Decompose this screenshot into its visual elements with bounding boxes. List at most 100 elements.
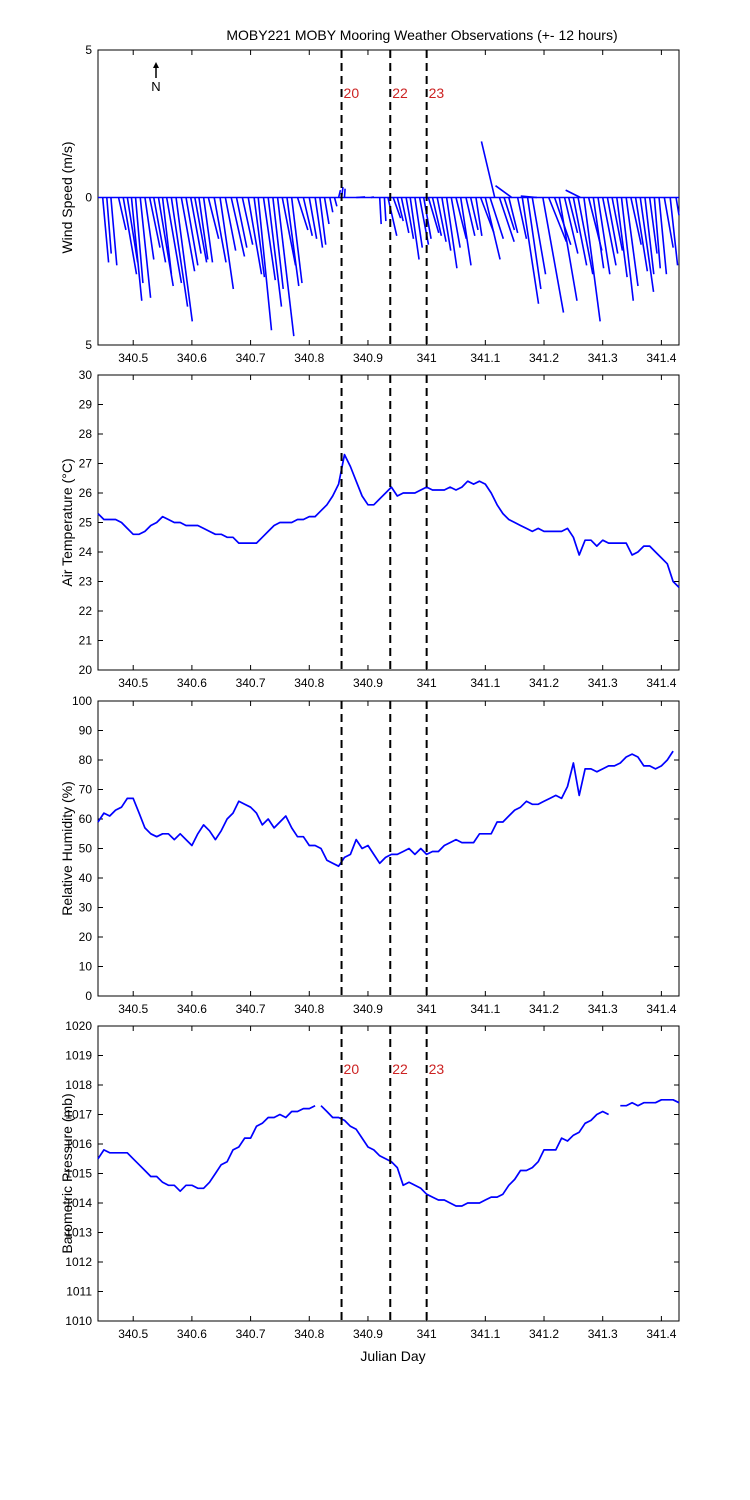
wind-vector <box>207 197 220 239</box>
wind-vector <box>653 197 662 269</box>
wind-vector <box>520 195 538 199</box>
y-tick-label: 30 <box>79 368 93 382</box>
wind-vector <box>441 197 452 251</box>
wind-vector <box>343 188 346 198</box>
wind-vector <box>130 197 143 301</box>
wind-vector <box>241 197 254 245</box>
wind-vector <box>634 197 649 272</box>
y-tick-label: 1017 <box>65 1108 92 1122</box>
wind-vector <box>329 197 334 213</box>
y-tick-label: 26 <box>79 486 93 500</box>
wind-vector <box>630 197 642 245</box>
y-tick-label: 1015 <box>65 1167 92 1181</box>
y-tick-label: 24 <box>79 545 93 559</box>
wind-vector <box>625 197 639 287</box>
wind-vector <box>572 197 588 266</box>
y-axis-label: Relative Humidity (%) <box>59 781 75 916</box>
y-tick-label: 1010 <box>65 1314 92 1328</box>
wind-vector <box>601 197 617 266</box>
wind-vector <box>648 197 658 254</box>
x-tick-label: 340.9 <box>353 1327 383 1341</box>
y-tick-label: 29 <box>79 398 93 412</box>
y-tick-label: 1018 <box>65 1078 92 1092</box>
y-tick-label: 40 <box>79 871 93 885</box>
x-tick-label: 340.5 <box>118 1002 148 1016</box>
panel-barometric_pressure: 340.5 340.6 340.7 340.8 340.9 341 341.1 341.2 34… <box>59 1019 680 1341</box>
wind-vector <box>333 197 338 207</box>
wind-vector <box>583 197 601 322</box>
wind-vector <box>319 197 327 245</box>
y-tick-label: 80 <box>79 753 93 767</box>
x-tick-label: 341.4 <box>646 1002 676 1016</box>
series-line-air_temperature <box>97 453 680 589</box>
x-tick-label: 340.8 <box>294 676 324 690</box>
y-tick-label: 5 <box>85 43 92 57</box>
x-tick-label: 340.8 <box>294 351 324 365</box>
wind-vector <box>165 197 183 284</box>
y-tick-label: 27 <box>79 457 93 471</box>
wind-vector <box>134 197 144 284</box>
north-arrow-icon <box>153 62 159 68</box>
y-tick-label: 1019 <box>65 1049 92 1063</box>
wind-vector <box>400 197 410 234</box>
wind-vector <box>198 197 209 260</box>
y-tick-label: 1013 <box>65 1226 92 1240</box>
wind-vector <box>180 197 196 272</box>
series-line-relative_humidity <box>97 750 674 868</box>
wind-vector <box>489 197 505 240</box>
wind-vector <box>465 197 476 237</box>
event-label: 23 <box>429 1061 445 1077</box>
x-tick-label: 340.7 <box>236 676 266 690</box>
y-tick-label: 20 <box>79 663 93 677</box>
wind-vector <box>213 197 227 263</box>
wind-vector <box>161 197 173 275</box>
wind-vector <box>644 197 655 275</box>
x-tick-label: 340.7 <box>236 1327 266 1341</box>
x-tick-label: 340.6 <box>177 1002 207 1016</box>
x-tick-label: 340.8 <box>294 1327 324 1341</box>
wind-vector <box>185 197 199 266</box>
wind-vector <box>521 197 540 304</box>
wind-vector <box>597 197 611 275</box>
wind-vector <box>422 197 432 239</box>
panels: 340.5 340.6 340.7 340.8 340.9 341 341.1 341.2 34… <box>59 43 680 1341</box>
wind-vector <box>503 197 516 231</box>
y-tick-label: 1011 <box>66 1285 92 1299</box>
wind-vector <box>314 197 324 248</box>
wind-vector <box>611 197 624 251</box>
axes-frame <box>97 1025 680 1322</box>
x-tick-label: 341.4 <box>646 1327 676 1341</box>
x-tick-label: 341.1 <box>470 1002 500 1016</box>
y-tick-label: 100 <box>72 694 92 708</box>
wind-vector <box>387 197 398 237</box>
wind-vector <box>308 197 318 239</box>
wind-vector <box>290 197 303 284</box>
y-tick-label: 0 <box>85 989 92 1003</box>
wind-vector <box>337 189 342 198</box>
wind-vector <box>224 197 237 251</box>
wind-vector <box>495 185 513 199</box>
x-tick-label: 341.3 <box>588 676 618 690</box>
y-tick-label: 30 <box>79 901 93 915</box>
y-tick-label: 1014 <box>65 1196 92 1210</box>
wind-vector <box>531 197 547 275</box>
y-tick-label: 5 <box>85 338 92 352</box>
figure-title: MOBY221 MOBY Mooring Weather Observation… <box>226 27 617 43</box>
x-tick-label: 341.3 <box>588 1327 618 1341</box>
x-tick-label: 340.5 <box>118 1327 148 1341</box>
wind-vector <box>475 197 483 236</box>
y-axis-label: Barometric Pressure (mb) <box>59 1093 75 1253</box>
x-tick-label: 341.4 <box>646 351 676 365</box>
x-tick-label: 341.3 <box>588 1002 618 1016</box>
x-tick-label: 340.7 <box>236 351 266 365</box>
y-tick-label: 21 <box>79 634 93 648</box>
y-tick-label: 50 <box>79 842 93 856</box>
x-tick-label: 341.1 <box>470 1327 500 1341</box>
wind-vector <box>101 197 110 263</box>
wind-vector <box>414 197 424 248</box>
wind-vector <box>148 197 161 248</box>
series-line-barometric_pressure <box>97 1098 680 1207</box>
wind-vector <box>669 197 679 266</box>
x-tick-label: 341.1 <box>470 676 500 690</box>
